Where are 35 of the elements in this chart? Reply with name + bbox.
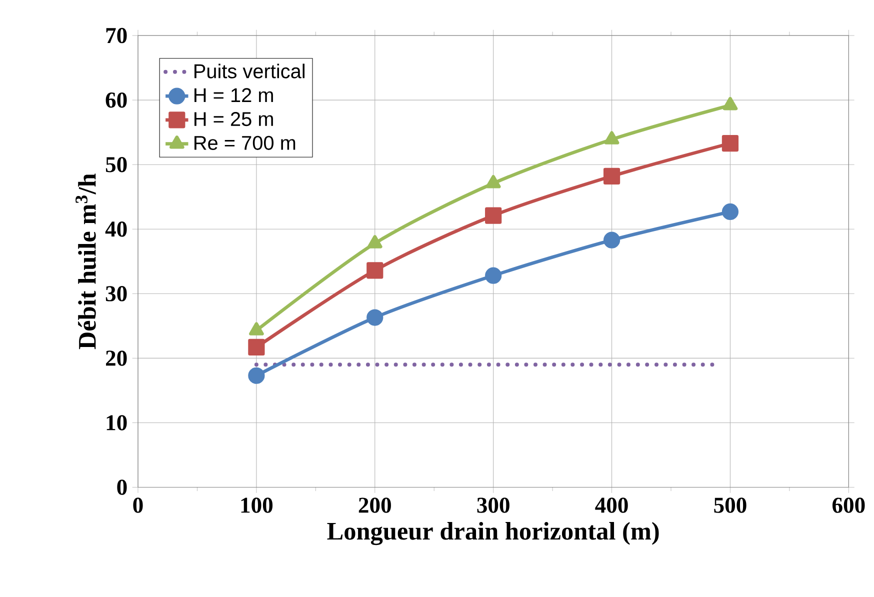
y-tick-label: 20 [106, 350, 127, 366]
point [366, 262, 384, 279]
x-tick-label: 300 [477, 498, 510, 513]
y-tick-label: 10 [106, 415, 127, 430]
y-tick-label: 50 [106, 157, 127, 172]
y-tick-label: 60 [106, 92, 127, 108]
point [604, 131, 620, 144]
legend-label: H = 12 m [194, 88, 273, 102]
y-axis-title: Débit huile m$^{3}$/h [76, 174, 96, 350]
x-tick-label: 100 [241, 498, 273, 513]
point [248, 338, 265, 356]
point [722, 135, 739, 152]
legend-label: Puits vertical [194, 64, 304, 78]
x-axis-title: Longueur drain horizontal (m) [327, 522, 659, 546]
point [367, 235, 382, 248]
point [248, 367, 265, 384]
point [603, 168, 620, 185]
point [486, 175, 501, 188]
point [603, 232, 620, 248]
y-tick-label: 40 [105, 222, 127, 237]
x-tick-label: 0 [133, 498, 143, 513]
point [366, 309, 384, 326]
point [485, 267, 502, 284]
x-tick-label: 400 [595, 498, 628, 513]
legend-label: Re = 700 m [194, 136, 296, 150]
y-tick-label: 0 [117, 480, 127, 495]
x-tick-label: 600 [832, 498, 865, 513]
x-tick-label: 500 [714, 498, 746, 513]
y-tick-label: 70 [106, 28, 127, 44]
point [485, 207, 502, 224]
legend-label: H = 25 m [194, 112, 273, 126]
x-tick-label: 200 [358, 498, 391, 513]
y-tick-label: 30 [106, 286, 127, 302]
point [722, 96, 738, 110]
point [722, 203, 739, 220]
